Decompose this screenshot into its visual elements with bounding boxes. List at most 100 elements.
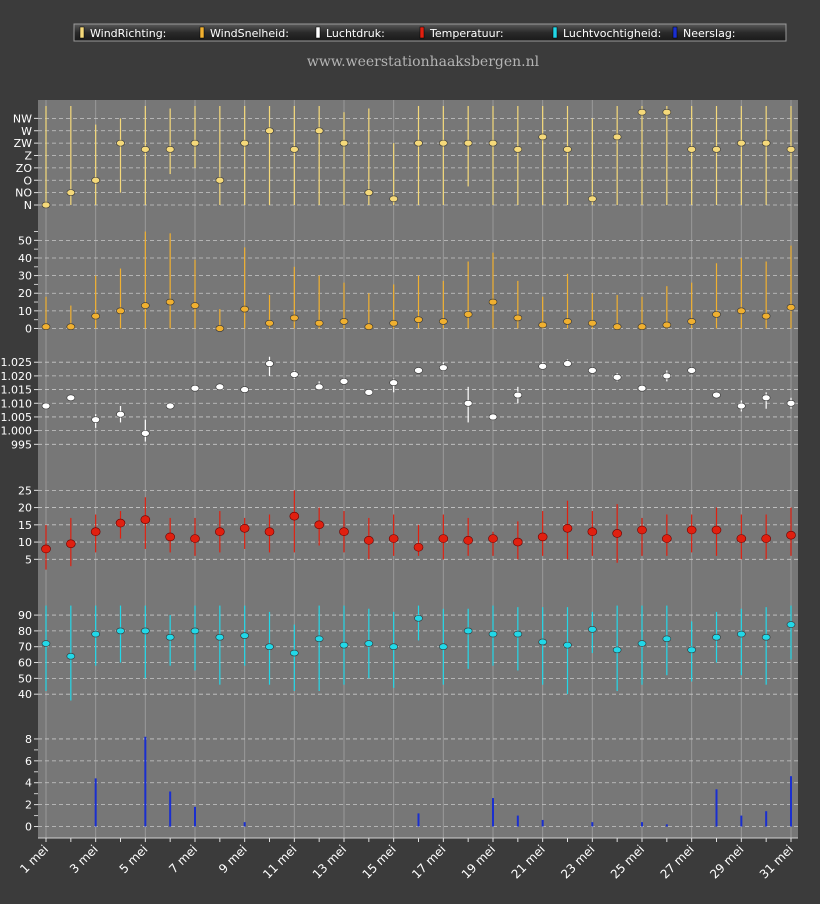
mean-point (41, 323, 51, 331)
mean-point (761, 633, 771, 641)
mean-point (215, 176, 225, 184)
mean-point (414, 139, 423, 147)
x-tick-label: 21 mei (509, 842, 548, 881)
x-axis: 1 mei 3 mei 5 mei 7 mei 9 mei 11 mei 13 mei 15 … (17, 837, 798, 881)
mean-point (240, 139, 249, 147)
legend-label: WindSnelheid: (210, 27, 289, 40)
y-tick-label: 6 (25, 755, 32, 768)
y-tick-label: O (23, 174, 32, 187)
mean-point (761, 534, 771, 543)
x-tick-label: 29 mei (707, 842, 746, 881)
mean-point (388, 534, 399, 543)
mean-point (712, 633, 721, 641)
y-tick-label: NO (15, 187, 32, 200)
mean-point (314, 319, 324, 327)
mean-point (488, 139, 498, 147)
mean-point (364, 323, 374, 331)
mean-point (140, 515, 151, 524)
mean-point (414, 614, 423, 622)
mean-point (612, 323, 622, 331)
mean-point (662, 372, 672, 380)
mean-point (488, 534, 498, 543)
mean-point (538, 638, 547, 646)
y-tick-label: 8 (25, 733, 32, 746)
precip-bar (790, 776, 792, 827)
precip-bar (144, 736, 147, 827)
y-tick-label: 50 (18, 234, 32, 247)
x-tick-label: 13 mei (310, 842, 349, 881)
mean-point (761, 394, 771, 402)
mean-point (389, 319, 398, 327)
mean-point (687, 318, 696, 325)
mean-point (662, 108, 672, 116)
mean-point (364, 536, 374, 545)
y-tick-label: NW (13, 112, 32, 125)
legend-label: WindRichting: (90, 27, 166, 40)
mean-point (314, 383, 324, 391)
y-tick-label: 1.020 (1, 370, 33, 383)
mean-point (711, 525, 722, 535)
precip-bar (492, 798, 494, 827)
mean-point (165, 633, 175, 641)
y-tick-label: ZW (14, 137, 33, 150)
mean-point (737, 139, 746, 147)
x-tick-label: 5 mei (117, 842, 151, 876)
mean-point (687, 646, 696, 654)
mean-point (712, 391, 721, 399)
mean-point (463, 627, 473, 635)
legend-box (73, 23, 787, 42)
mean-point (786, 530, 796, 540)
y-tick-label: 1.025 (1, 356, 33, 369)
mean-point (165, 146, 175, 153)
mean-point (414, 367, 423, 374)
precip-bar (516, 815, 519, 827)
panel-luchtvochtigheid: 40 50 60 70 80 90 (18, 605, 798, 701)
mean-point (265, 643, 274, 651)
mean-point (290, 314, 299, 322)
mean-point (786, 399, 796, 407)
site-title: www.weerstationhaaksbergen.nl (307, 54, 540, 70)
mean-point (240, 305, 249, 313)
mean-point (389, 195, 398, 203)
mean-point (90, 527, 101, 537)
x-tick-label: 27 mei (658, 842, 697, 881)
mean-point (563, 360, 572, 367)
x-tick-label: 3 mei (67, 842, 101, 876)
mean-point (588, 319, 597, 327)
mean-point (413, 542, 424, 552)
mean-point (215, 383, 225, 391)
mean-point (712, 146, 721, 153)
mean-point (538, 363, 547, 370)
y-tick-label: 20 (18, 502, 32, 515)
mean-point (439, 139, 448, 147)
mean-point (786, 304, 796, 311)
mean-point (265, 319, 274, 327)
y-tick-label: 20 (18, 287, 32, 300)
mean-point (66, 539, 76, 549)
mean-point (116, 139, 125, 147)
mean-point (537, 532, 548, 542)
mean-point (737, 402, 746, 410)
mean-point (736, 534, 747, 543)
legend-swatch (552, 26, 558, 39)
mean-point (637, 384, 647, 392)
y-tick-label: N (24, 199, 32, 212)
mean-point (414, 316, 423, 323)
mean-point (538, 133, 547, 141)
panel-temperatuur: 5 10 15 20 25 (18, 484, 798, 570)
precip-bar (243, 822, 246, 827)
mean-point (66, 394, 76, 402)
mean-point (612, 646, 622, 654)
legend-label: Neerslag: (683, 27, 736, 40)
y-tick-label: 90 (18, 609, 32, 622)
y-tick-label: 10 (18, 536, 32, 549)
legend-swatch (315, 26, 321, 39)
mean-point (265, 360, 274, 367)
precip-bar (417, 813, 420, 827)
mean-point (141, 430, 150, 437)
mean-point (488, 298, 498, 306)
mean-point (563, 146, 572, 153)
